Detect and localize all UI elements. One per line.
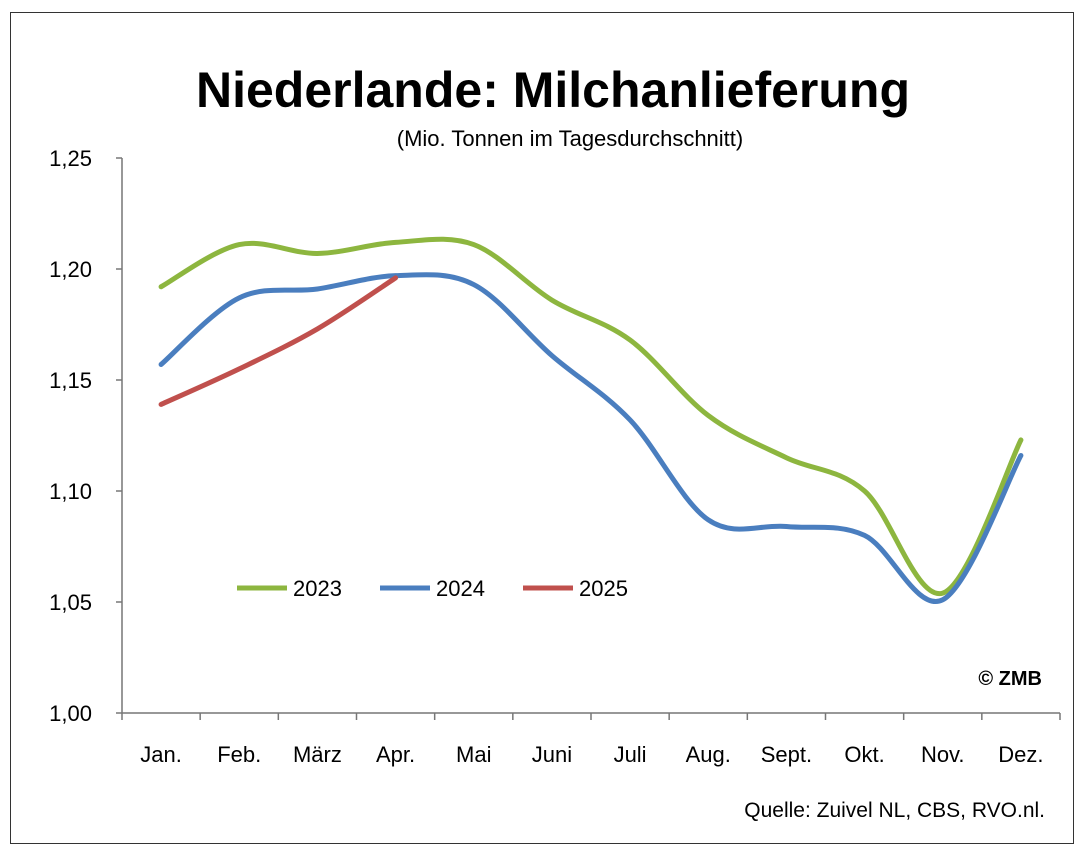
legend-label: 2024 [436,576,485,601]
legend-label: 2023 [293,576,342,601]
x-tick-label: Juni [532,742,572,767]
x-tick-label: Nov. [921,742,965,767]
x-tick-label: Sept. [761,742,812,767]
y-tick-label: 1,05 [49,590,92,615]
series-line-2023 [158,236,1024,596]
x-tick-label: Mai [456,742,491,767]
source-note: Quelle: Zuivel NL, CBS, RVO.nl. [744,799,1045,822]
x-tick-label: Juli [614,742,647,767]
chart-title: Niederlande: Milchanlieferung [196,62,910,118]
x-tick-label: Apr. [376,742,415,767]
y-tick-label: 1,15 [49,368,92,393]
x-tick-label: Jan. [140,742,182,767]
y-tick-label: 1,10 [49,479,92,504]
x-tick-label: Okt. [844,742,884,767]
copyright: © ZMB [978,668,1042,690]
legend-label: 2025 [579,576,628,601]
y-tick-label: 1,25 [49,146,92,171]
x-tick-label: Aug. [686,742,731,767]
chart-subtitle: (Mio. Tonnen im Tagesdurchschnitt) [397,126,743,151]
y-tick-label: 1,00 [49,701,92,726]
x-tick-label: März [293,742,342,767]
series-line-2025 [158,275,399,407]
y-tick-label: 1,20 [49,257,92,282]
x-tick-label: Dez. [998,742,1043,767]
chart-frame [10,12,1074,844]
x-tick-label: Feb. [217,742,261,767]
series-line-2024 [158,272,1024,605]
